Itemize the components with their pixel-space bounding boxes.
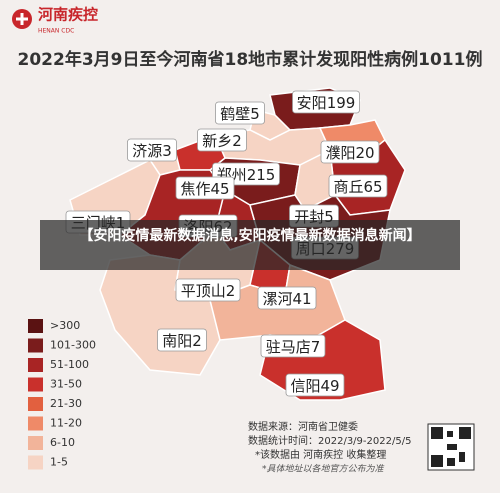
title: 2022年3月9日至今河南省18地市累计发现阳性病例1011例 bbox=[18, 49, 483, 70]
city-label-box bbox=[175, 176, 235, 200]
logo-sub: HENAN CDC bbox=[38, 28, 74, 35]
city-name: 安阳 bbox=[297, 94, 327, 112]
footer-period: 数据统计时间：2022/3/9-2022/5/5 bbox=[248, 434, 411, 447]
city-label: 新乡2 bbox=[202, 132, 242, 150]
legend-swatch bbox=[28, 436, 43, 450]
city-value: 2 bbox=[226, 282, 236, 300]
legend-swatch bbox=[28, 416, 43, 431]
city-label-box bbox=[320, 140, 380, 164]
city-label: 平顶山2 bbox=[181, 282, 236, 300]
city-value: 5 bbox=[250, 105, 260, 123]
city-label-box bbox=[285, 373, 345, 397]
city-name: 新乡 bbox=[202, 132, 232, 150]
city-name: 驻马店 bbox=[266, 338, 311, 356]
legend-label: 31-50 bbox=[50, 378, 82, 391]
footer-source: 数据来源：河南省卫健委 bbox=[248, 420, 358, 433]
legend-swatch bbox=[28, 397, 43, 411]
qr-code bbox=[427, 423, 475, 471]
legend-label: 1-5 bbox=[50, 456, 68, 469]
city-value: 5 bbox=[324, 208, 334, 226]
city-name: 平顶山 bbox=[181, 282, 226, 300]
footer-note: *具体地址以各地官方公布为准 bbox=[262, 464, 385, 475]
footer-collector: *该数据由 河南疾控 收集整理 bbox=[255, 448, 386, 461]
city-label-box bbox=[215, 101, 265, 125]
city-label-box bbox=[257, 286, 317, 310]
city-label: 南阳2 bbox=[162, 332, 202, 350]
city-name: 信阳 bbox=[290, 377, 320, 395]
city-value: 3 bbox=[162, 142, 172, 160]
city-value: 2 bbox=[232, 132, 242, 150]
city-value: 2 bbox=[192, 332, 202, 350]
city-label-box bbox=[127, 138, 177, 162]
legend-swatch bbox=[28, 319, 43, 333]
city-label: 信阳49 bbox=[290, 377, 339, 395]
banner: 【安阳疫情最新数据消息,安阳疫情最新数据消息新闻】 bbox=[79, 227, 420, 244]
city-name: 鹤壁 bbox=[220, 105, 250, 123]
logo-cross bbox=[16, 13, 28, 25]
city-label: 驻马店7 bbox=[266, 338, 321, 356]
legend-label: 6-10 bbox=[50, 436, 75, 449]
city-label-box bbox=[157, 328, 207, 352]
city-value: 215 bbox=[247, 166, 276, 184]
legend-label: >300 bbox=[50, 319, 80, 332]
legend-swatch bbox=[28, 455, 43, 470]
legend-label: 51-100 bbox=[50, 358, 89, 371]
city-label: 商丘65 bbox=[333, 178, 382, 196]
city-name: 济源 bbox=[132, 142, 162, 160]
city-value: 199 bbox=[327, 94, 356, 112]
city-label-box bbox=[197, 128, 247, 152]
city-label: 鹤壁5 bbox=[220, 105, 260, 123]
city-label: 漯河41 bbox=[262, 290, 311, 308]
city-name: 南阳 bbox=[162, 332, 192, 350]
city-label: 济源3 bbox=[132, 142, 172, 160]
city-value: 41 bbox=[292, 290, 311, 308]
city-name: 濮阳 bbox=[325, 144, 355, 162]
city-value: 65 bbox=[363, 178, 382, 196]
legend-label: 11-20 bbox=[50, 417, 82, 430]
city-label: 焦作45 bbox=[180, 180, 229, 198]
legend-label: 101-300 bbox=[50, 339, 96, 352]
city-label: 濮阳20 bbox=[325, 144, 374, 162]
legend-label: 21-30 bbox=[50, 397, 82, 410]
legend-swatch bbox=[28, 358, 43, 372]
legend-swatch bbox=[28, 338, 43, 353]
city-name: 漯河 bbox=[262, 290, 292, 308]
city-value: 45 bbox=[210, 180, 229, 198]
city-name: 商丘 bbox=[333, 178, 363, 196]
city-label: 安阳199 bbox=[297, 94, 356, 112]
city-value: 7 bbox=[311, 338, 321, 356]
banner-bg bbox=[40, 220, 460, 270]
city-label-box bbox=[328, 174, 388, 198]
city-label-box bbox=[292, 90, 360, 114]
city-value: 49 bbox=[320, 377, 339, 395]
legend: >300 101-300 51-100 31-50 21-30 11-20 6-10 1-5 bbox=[28, 319, 96, 470]
city-name: 焦作 bbox=[180, 180, 210, 198]
legend-swatch bbox=[28, 377, 43, 392]
logo-text: 河南疾控 bbox=[38, 5, 98, 23]
city-value: 20 bbox=[355, 144, 374, 162]
city-label-box bbox=[260, 334, 326, 358]
city-label-box bbox=[175, 278, 241, 302]
